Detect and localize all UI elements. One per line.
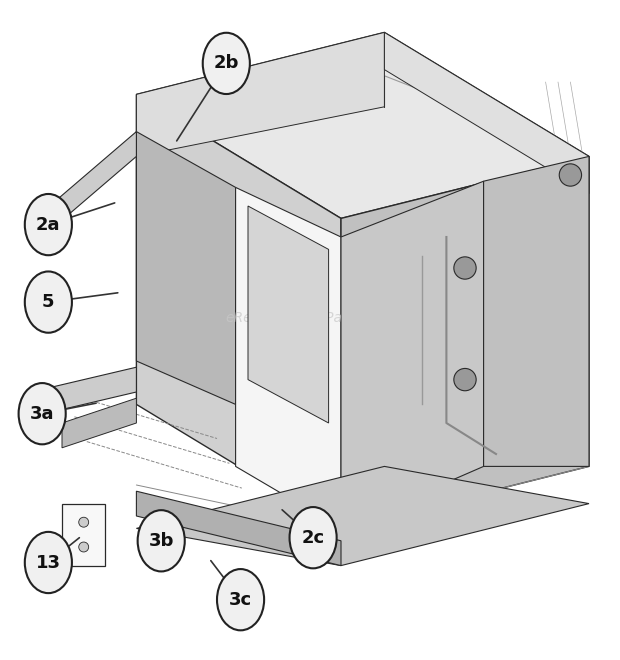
Polygon shape xyxy=(136,491,341,566)
Polygon shape xyxy=(62,398,136,447)
Polygon shape xyxy=(50,131,136,231)
Polygon shape xyxy=(62,504,105,566)
Text: 3b: 3b xyxy=(149,532,174,550)
Polygon shape xyxy=(136,94,341,529)
Ellipse shape xyxy=(25,532,72,593)
Text: eReplacementParts.com: eReplacementParts.com xyxy=(225,311,395,325)
Ellipse shape xyxy=(138,510,185,572)
Text: 3c: 3c xyxy=(229,591,252,609)
Polygon shape xyxy=(341,182,484,529)
Text: 2b: 2b xyxy=(214,54,239,73)
Text: 2c: 2c xyxy=(301,529,325,546)
Text: 3a: 3a xyxy=(30,405,55,422)
Text: 13: 13 xyxy=(36,554,61,572)
Ellipse shape xyxy=(217,569,264,630)
Circle shape xyxy=(454,368,476,391)
Polygon shape xyxy=(136,32,384,156)
Circle shape xyxy=(79,542,89,552)
Ellipse shape xyxy=(25,194,72,255)
Polygon shape xyxy=(31,367,136,417)
Polygon shape xyxy=(136,131,236,405)
Polygon shape xyxy=(236,187,341,529)
Polygon shape xyxy=(136,32,589,218)
Circle shape xyxy=(559,164,582,186)
Circle shape xyxy=(79,517,89,527)
Circle shape xyxy=(454,257,476,279)
Text: 2a: 2a xyxy=(36,216,61,234)
Ellipse shape xyxy=(19,383,66,444)
Polygon shape xyxy=(248,206,329,423)
Text: 5: 5 xyxy=(42,293,55,311)
Polygon shape xyxy=(384,32,589,193)
Ellipse shape xyxy=(25,271,72,333)
Polygon shape xyxy=(341,156,589,529)
Polygon shape xyxy=(484,156,589,467)
Ellipse shape xyxy=(203,33,250,94)
Ellipse shape xyxy=(290,507,337,568)
Polygon shape xyxy=(136,467,589,566)
